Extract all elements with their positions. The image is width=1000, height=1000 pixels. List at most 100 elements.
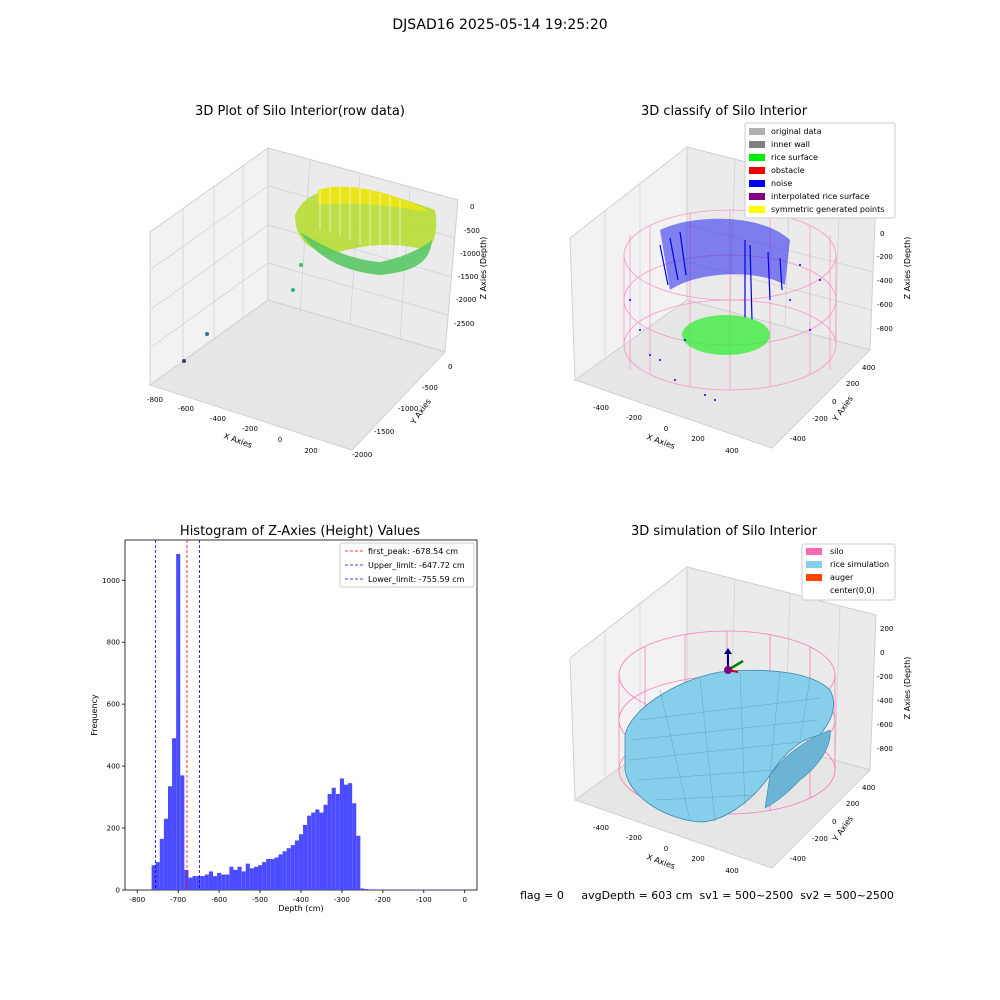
simulation-z-tick: -600 (877, 721, 893, 729)
simulation-x-tick: -200 (626, 834, 642, 842)
histogram-bar (200, 876, 205, 890)
histogram-bar (368, 889, 373, 890)
classify-scatter-noise (629, 264, 821, 401)
legend-swatch-original-data (749, 128, 765, 135)
histogram-bar (315, 809, 320, 890)
simulation-z-tick: -200 (877, 673, 893, 681)
histogram-bar (151, 865, 156, 890)
histogram-bar (335, 793, 340, 890)
classify-legend: original data inner wall rice surface ob… (744, 122, 896, 219)
histogram-bar (331, 787, 336, 890)
histogram-bar (278, 854, 283, 890)
histogram-bar (352, 803, 357, 890)
classify-y-tick: 0 (832, 398, 836, 406)
classify-z-tick: -400 (877, 277, 893, 285)
histogram-bar (237, 866, 242, 890)
simulation-z-tick: -400 (877, 697, 893, 705)
histogram-bar (176, 553, 181, 890)
classify-z-tick: -800 (877, 325, 893, 333)
simulation-y-tick: 0 (832, 818, 836, 826)
classify-z-axis-label: Z Axies (Depth) (903, 237, 912, 300)
histogram-bar (188, 877, 193, 890)
histogram-x-tick-label: -800 (129, 896, 145, 904)
legend-swatch-rice-surface (749, 154, 765, 161)
raw-x-tick: 0 (278, 436, 282, 444)
histogram-bar (343, 784, 349, 890)
simulation-y-tick: -200 (812, 835, 828, 843)
simulation-z-tick: -800 (877, 745, 893, 753)
histogram-bar (303, 824, 308, 890)
classify-z-tick: -200 (877, 253, 893, 261)
histogram-bar (155, 862, 160, 890)
histogram-bar (204, 874, 209, 890)
histogram-bar (372, 889, 377, 890)
legend-swatch-symmetric (749, 206, 765, 213)
legend-swatch-obstacle (749, 167, 765, 174)
histogram-bar (221, 874, 226, 890)
classify-y-tick: 200 (846, 380, 859, 388)
histogram-bar (229, 866, 234, 890)
raw-x-tick: -400 (210, 415, 226, 423)
histogram-bar (253, 866, 259, 890)
classify-y-tick: -400 (790, 435, 806, 443)
histogram-bar (282, 851, 287, 890)
legend-swatch-interpolated (749, 193, 765, 200)
simulation-auger-marker (724, 648, 744, 674)
classify-x-tick: 0 (664, 425, 668, 433)
histogram-y-tick-label: 200 (107, 825, 120, 833)
histogram-bar (258, 865, 263, 890)
histogram-reference-lines (155, 540, 201, 890)
classify-y-tick: -200 (812, 415, 828, 423)
raw-x-tick: -800 (147, 396, 163, 404)
histogram-x-tick-label: -600 (211, 896, 227, 904)
histogram-bar (266, 859, 271, 890)
histogram-bar (180, 775, 185, 890)
histogram-bar (163, 818, 168, 890)
raw-3d-plot: -800 -600 -400 -200 0 200 0 -500 -1000 -… (147, 147, 488, 459)
histogram-legend: first_peak: -678.54 cm Upper_limit: -647… (339, 542, 475, 588)
classify-x-axis-label: X Axies (645, 432, 676, 451)
raw-x-axis-label: X Axies (222, 431, 253, 450)
legend-swatch-rice-simulation (806, 561, 822, 568)
simulation-z-tick: 0 (880, 649, 884, 657)
histogram-bar (327, 793, 332, 890)
histogram-bar (364, 889, 369, 890)
legend-swatch-silo (806, 548, 822, 555)
histogram-x-tick-label: -200 (375, 896, 391, 904)
legend-label: Lower_limit: -755.59 cm (368, 575, 465, 584)
simulation-x-axis-label: X Axies (645, 852, 676, 871)
histogram-bar (339, 778, 344, 890)
classify-plot-title: 3D classify of Silo Interior (640, 104, 808, 119)
classify-y-tick: 400 (862, 364, 875, 372)
histogram-bar (348, 783, 353, 890)
simulation-y-tick: 400 (862, 784, 875, 792)
classify-z-tick: 0 (880, 230, 884, 238)
legend-label: interpolated rice surface (771, 192, 869, 201)
simulation-plot-title: 3D simulation of Silo Interior (631, 524, 817, 539)
histogram-x-tick-label: -400 (293, 896, 309, 904)
histogram-y-tick-label: 0 (116, 887, 120, 895)
histogram-x-tick-label: -700 (170, 896, 186, 904)
raw-z-tick: -1500 (458, 273, 478, 281)
figure-title: DJSAD16 2025-05-14 19:25:20 (392, 17, 608, 33)
histogram-bar (286, 848, 291, 890)
legend-label: first_peak: -678.54 cm (368, 547, 458, 556)
histogram-bar (208, 871, 213, 890)
histogram-bar (159, 838, 164, 890)
raw-y-tick: -500 (422, 384, 438, 392)
histogram-x-tick-label: 0 (462, 896, 466, 904)
legend-label: auger (830, 573, 854, 582)
histogram-bar (184, 869, 189, 890)
raw-z-axis-label: Z Axies (Depth) (479, 237, 488, 300)
legend-label: center(0,0) (830, 586, 875, 595)
raw-z-tick: -2500 (454, 320, 474, 328)
histogram-bar (245, 863, 250, 890)
simulation-x-tick: 200 (691, 855, 704, 863)
raw-y-tick: -2000 (352, 451, 372, 459)
histogram-title: Histogram of Z-Axies (Height) Values (179, 524, 421, 539)
raw-point-cloud (182, 186, 437, 363)
histogram-bar (233, 869, 238, 890)
legend-swatch-inner-wall (749, 141, 765, 148)
simulation-x-tick: 400 (725, 867, 738, 875)
classify-rice-surface (682, 315, 770, 355)
